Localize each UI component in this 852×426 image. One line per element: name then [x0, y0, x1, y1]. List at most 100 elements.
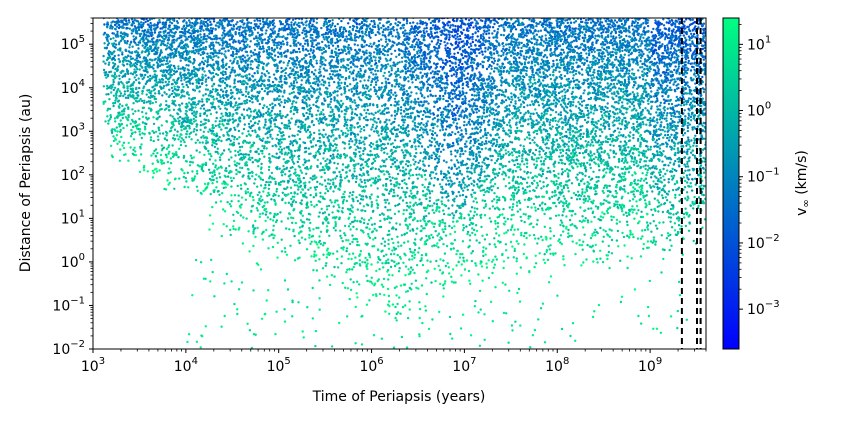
scatter-point	[132, 148, 135, 152]
scatter-point	[362, 125, 366, 129]
scatter-point	[554, 93, 558, 97]
scatter-point	[570, 139, 573, 142]
scatter-point	[559, 111, 562, 114]
scatter-point	[440, 170, 443, 173]
scatter-point	[219, 158, 222, 162]
scatter-point	[310, 165, 313, 168]
scatter-point	[308, 130, 312, 134]
scatter-point	[245, 217, 248, 220]
scatter-point	[117, 54, 120, 57]
scatter-point	[666, 46, 669, 49]
scatter-point	[178, 147, 181, 150]
scatter-point	[152, 152, 155, 155]
scatter-point	[628, 105, 631, 108]
scatter-point	[144, 20, 147, 24]
scatter-point	[314, 39, 317, 42]
scatter-point	[368, 62, 371, 65]
scatter-point	[433, 211, 436, 214]
scatter-point	[278, 110, 282, 113]
scatter-point	[577, 101, 580, 104]
scatter-point	[361, 84, 365, 87]
scatter-point	[468, 147, 472, 151]
scatter-point	[136, 68, 139, 71]
scatter-point	[210, 155, 213, 158]
scatter-point	[596, 81, 599, 85]
scatter-point	[561, 168, 564, 171]
scatter-point	[640, 95, 644, 98]
scatter-point	[325, 262, 328, 265]
scatter-point	[555, 58, 558, 62]
scatter-point	[355, 114, 359, 117]
scatter-point	[121, 104, 124, 108]
scatter-point	[362, 149, 365, 153]
scatter-point	[502, 91, 505, 94]
scatter-point	[604, 36, 607, 39]
scatter-point	[293, 60, 296, 63]
scatter-point	[438, 183, 442, 186]
scatter-point	[667, 33, 670, 36]
scatter-point	[550, 180, 553, 183]
scatter-point	[702, 171, 706, 174]
scatter-point	[470, 182, 473, 185]
scatter-point	[414, 78, 418, 82]
scatter-point	[275, 190, 278, 193]
scatter-point	[217, 152, 220, 155]
scatter-point	[533, 265, 536, 269]
scatter-point	[195, 123, 198, 126]
scatter-point	[558, 26, 562, 30]
scatter-point	[443, 71, 446, 75]
scatter-point	[269, 133, 272, 136]
scatter-point	[351, 234, 354, 237]
scatter-point	[568, 116, 571, 120]
scatter-point	[673, 229, 677, 232]
scatter-point	[129, 55, 132, 58]
scatter-point	[330, 135, 333, 138]
scatter-point	[323, 211, 327, 214]
scatter-point	[538, 180, 542, 183]
scatter-point	[433, 145, 437, 148]
scatter-point	[663, 178, 666, 182]
scatter-point	[646, 118, 649, 122]
scatter-point	[394, 228, 398, 231]
scatter-point	[294, 78, 297, 82]
scatter-point	[356, 199, 360, 203]
scatter-point	[626, 102, 629, 105]
scatter-point	[467, 19, 471, 22]
scatter-point	[221, 61, 225, 64]
scatter-point	[316, 88, 319, 91]
scatter-point	[490, 185, 493, 188]
scatter-point	[366, 279, 369, 283]
scatter-point	[360, 20, 364, 24]
scatter-point	[491, 144, 494, 147]
scatter-point	[501, 138, 505, 142]
scatter-point	[289, 109, 293, 113]
scatter-point	[435, 134, 439, 137]
scatter-point	[261, 45, 265, 48]
scatter-point	[237, 200, 240, 203]
scatter-point	[390, 69, 393, 72]
scatter-point	[689, 151, 693, 154]
scatter-point	[570, 143, 574, 147]
scatter-point	[440, 29, 444, 32]
scatter-point	[421, 74, 424, 78]
scatter-point	[452, 247, 455, 250]
scatter-point	[584, 217, 587, 220]
scatter-point	[335, 155, 338, 158]
scatter-point	[352, 79, 355, 82]
scatter-point	[272, 229, 275, 232]
scatter-point	[362, 140, 365, 143]
scatter-point	[220, 52, 223, 55]
scatter-point	[606, 254, 610, 257]
scatter-point	[523, 61, 527, 64]
scatter-point	[180, 79, 183, 82]
scatter-point	[417, 145, 420, 148]
scatter-point	[256, 91, 259, 94]
scatter-point	[286, 113, 289, 117]
scatter-point	[551, 119, 555, 123]
scatter-point	[468, 279, 471, 282]
scatter-point	[474, 31, 477, 35]
scatter-point	[632, 136, 635, 140]
scatter-point	[496, 157, 500, 161]
scatter-point	[617, 245, 620, 248]
scatter-point	[300, 236, 304, 239]
